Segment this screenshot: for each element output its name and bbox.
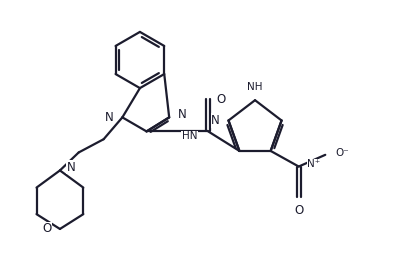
Text: O⁻: O⁻: [335, 148, 349, 158]
Text: N: N: [178, 108, 187, 121]
Text: O: O: [294, 204, 303, 217]
Text: HN: HN: [182, 131, 197, 141]
Text: N: N: [67, 161, 76, 174]
Text: N: N: [211, 114, 220, 127]
Text: O: O: [217, 92, 226, 106]
Text: N⁺: N⁺: [307, 159, 321, 169]
Text: O: O: [42, 223, 51, 235]
Text: NH: NH: [247, 81, 263, 92]
Text: N: N: [105, 111, 114, 124]
